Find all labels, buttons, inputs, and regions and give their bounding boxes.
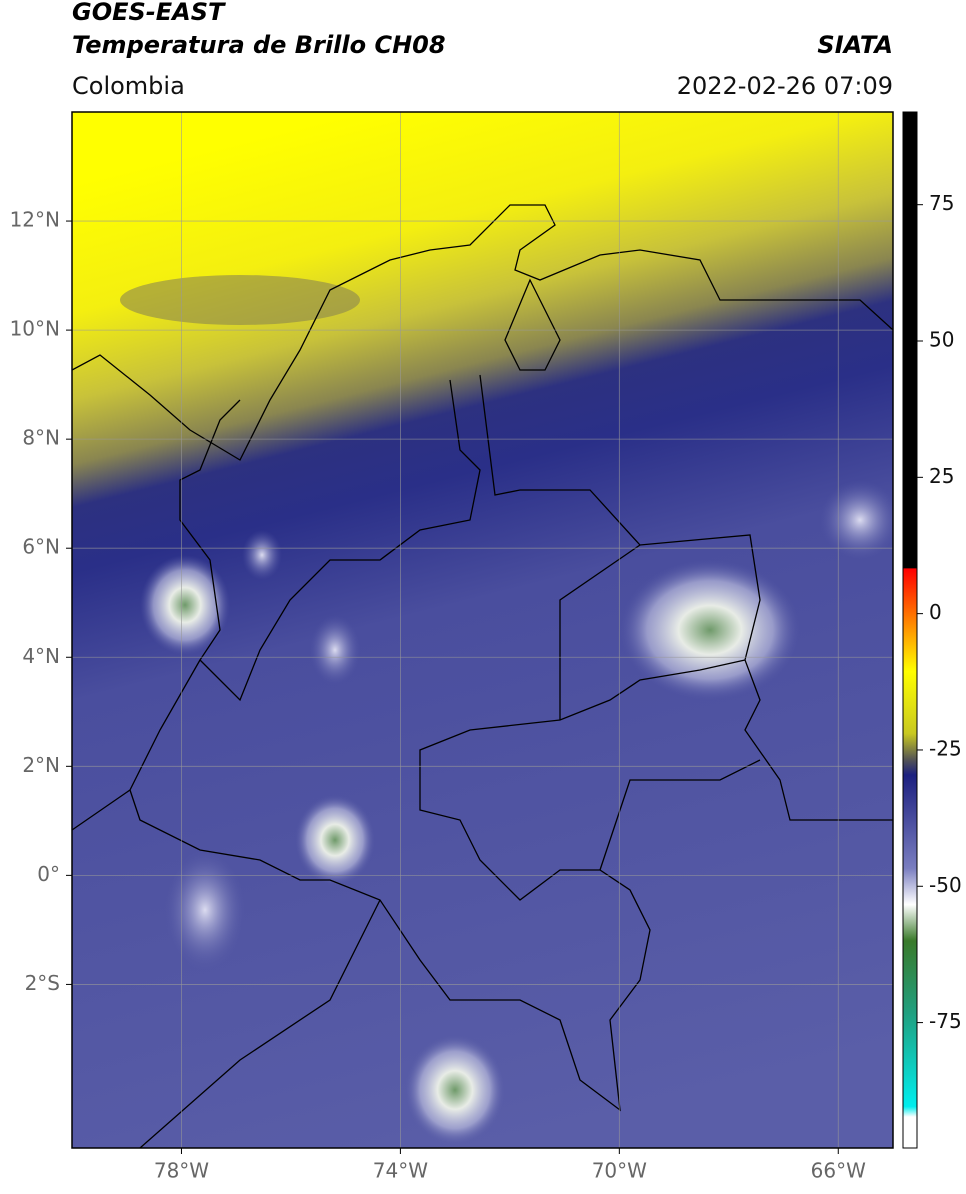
y-tick-label: 6°N — [22, 535, 60, 559]
x-tick-label: 66°W — [811, 1159, 866, 1183]
grid — [72, 112, 893, 1148]
y-tick-label: 4°N — [22, 644, 60, 668]
colorbar-tick-label: 75 — [929, 191, 954, 215]
source: SIATA — [817, 31, 893, 59]
border — [479, 374, 893, 821]
y-tick-label: 8°N — [22, 426, 60, 450]
cloud — [620, 560, 800, 700]
cloud — [310, 615, 360, 685]
x-tick-label: 78°W — [154, 1159, 209, 1183]
colorbar-tick-label: -25 — [929, 736, 962, 760]
colorbar-tick-label: -50 — [929, 873, 962, 897]
lake — [504, 278, 561, 371]
x-tick-label: 70°W — [592, 1159, 647, 1183]
colorbar-tick-label: 25 — [929, 464, 954, 488]
cloud — [405, 1035, 505, 1145]
border — [599, 759, 761, 871]
title-line2: Temperatura de Brillo CH08 — [72, 31, 446, 59]
y-tick-label: 2°S — [25, 971, 60, 995]
region: Colombia — [72, 72, 185, 100]
y-tick-label: 10°N — [10, 317, 60, 341]
border — [129, 659, 746, 1112]
cloud — [242, 530, 282, 580]
y-tick-label: 0° — [37, 862, 60, 886]
y-tick-label: 2°N — [22, 753, 60, 777]
cloud — [165, 850, 245, 970]
datetime: 2022-02-26 07:09 — [677, 72, 893, 100]
colorbar-tick-label: -75 — [929, 1009, 962, 1033]
border — [72, 544, 641, 1148]
title-line1: GOES-EAST — [72, 0, 226, 26]
y-tick-label: 12°N — [10, 208, 60, 232]
cloud — [295, 795, 375, 885]
cloud — [120, 275, 360, 325]
cloud — [140, 555, 230, 655]
borders — [72, 204, 893, 1148]
map-frame — [71, 111, 894, 1149]
colorbar — [902, 111, 918, 1149]
map-imagery — [72, 112, 893, 1148]
border — [179, 379, 481, 702]
colorbar-tick-label: 0 — [929, 600, 942, 624]
colorbar-tick-label: 50 — [929, 328, 954, 352]
x-tick-label: 74°W — [373, 1159, 428, 1183]
coastline — [72, 204, 893, 461]
